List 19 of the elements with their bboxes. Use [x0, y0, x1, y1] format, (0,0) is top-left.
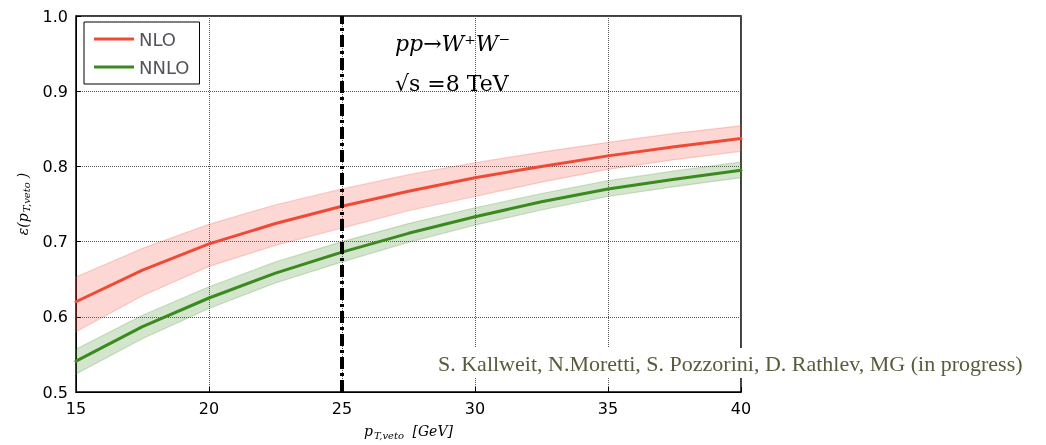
line-series [74, 137, 743, 304]
legend-label: NNLO [139, 56, 190, 78]
x-tick-label: 30 [464, 398, 486, 418]
annotation: S. Kallweit, N.Moretti, S. Pozzorini, D. Rathlev, MG (in progress) [438, 350, 1023, 376]
y-tick-label: 1.0 [42, 6, 68, 26]
y-tick-label: 0.9 [42, 81, 68, 101]
x-tick-label: 35 [597, 398, 619, 418]
y-axis-title: ε(pT,veto) [14, 172, 33, 236]
annotation: pp→W⁺W⁻ [395, 30, 511, 56]
x-tick-label: 25 [331, 398, 353, 418]
y-tick-label: 0.7 [42, 232, 68, 252]
y-tick-label: 0.6 [42, 307, 68, 327]
x-tick-label: 40 [730, 398, 752, 418]
y-tick-label: 0.8 [42, 156, 68, 176]
legend-label: NLO [139, 28, 177, 50]
y-tick-label: 0.5 [42, 382, 68, 402]
annotation: √s =8 TeV [395, 70, 510, 96]
x-tick-label: 15 [65, 398, 87, 418]
x-tick-label: 20 [198, 398, 220, 418]
